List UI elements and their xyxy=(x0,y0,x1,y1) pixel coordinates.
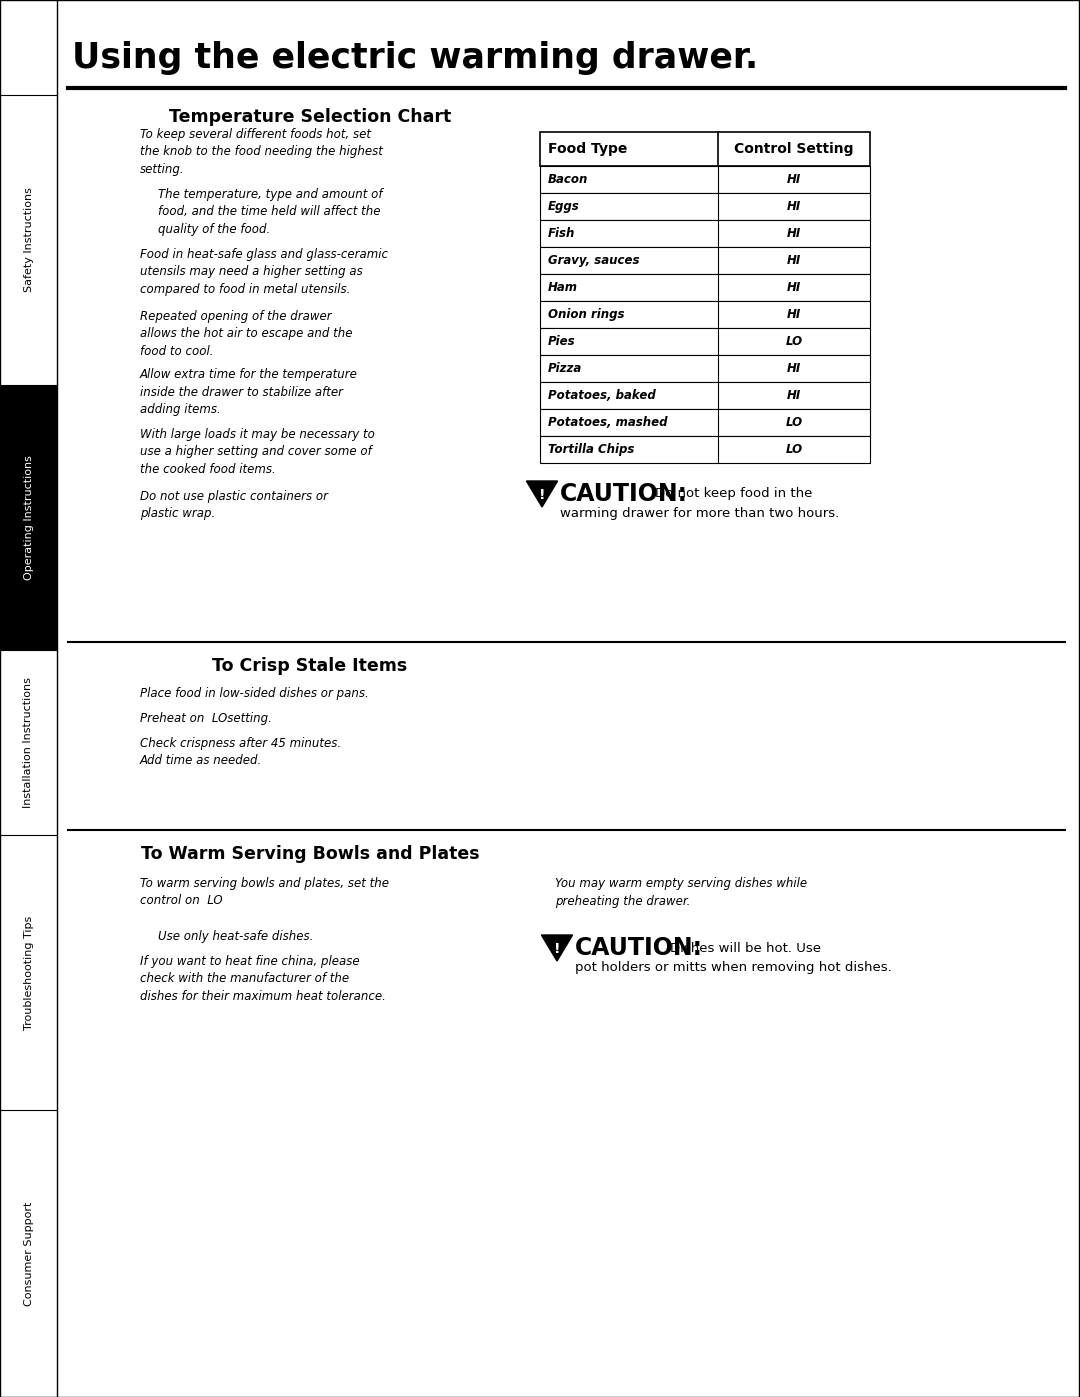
Bar xyxy=(540,355,870,381)
Text: pot holders or mitts when removing hot dishes.: pot holders or mitts when removing hot d… xyxy=(575,961,891,975)
Bar xyxy=(540,300,870,328)
Bar xyxy=(540,274,870,300)
Text: Preheat on  LOsetting.: Preheat on LOsetting. xyxy=(140,712,272,725)
Text: Place food in low-sided dishes or pans.: Place food in low-sided dishes or pans. xyxy=(140,687,368,700)
Bar xyxy=(540,193,870,219)
Text: To warm serving bowls and plates, set the
control on  LO: To warm serving bowls and plates, set th… xyxy=(140,877,389,908)
Text: To keep several different foods hot, set
the knob to the food needing the highes: To keep several different foods hot, set… xyxy=(140,129,383,176)
Text: If you want to heat fine china, please
check with the manufacturer of the
dishes: If you want to heat fine china, please c… xyxy=(140,956,386,1003)
Bar xyxy=(540,166,870,193)
Text: Ham: Ham xyxy=(548,281,578,293)
Text: Food Type: Food Type xyxy=(548,142,627,156)
Text: Control Setting: Control Setting xyxy=(734,142,854,156)
Text: You may warm empty serving dishes while
preheating the drawer.: You may warm empty serving dishes while … xyxy=(555,877,807,908)
Bar xyxy=(540,381,870,409)
Text: Do not use plastic containers or
plastic wrap.: Do not use plastic containers or plastic… xyxy=(140,490,328,521)
Bar xyxy=(540,131,870,166)
Bar xyxy=(0,1111,57,1397)
Text: Temperature Selection Chart: Temperature Selection Chart xyxy=(168,108,451,126)
Text: Using the electric warming drawer.: Using the electric warming drawer. xyxy=(72,41,758,75)
Text: Onion rings: Onion rings xyxy=(548,307,624,321)
Text: Fish: Fish xyxy=(548,226,576,240)
Text: HI: HI xyxy=(787,254,801,267)
Bar xyxy=(0,835,57,1111)
Text: Safety Instructions: Safety Instructions xyxy=(24,187,33,292)
Text: Eggs: Eggs xyxy=(548,200,580,212)
Text: Pies: Pies xyxy=(548,335,576,348)
Bar xyxy=(540,219,870,247)
Text: Allow extra time for the temperature
inside the drawer to stabilize after
adding: Allow extra time for the temperature ins… xyxy=(140,367,357,416)
Text: Repeated opening of the drawer
allows the hot air to escape and the
food to cool: Repeated opening of the drawer allows th… xyxy=(140,310,352,358)
Text: LO: LO xyxy=(785,443,802,455)
Text: LO: LO xyxy=(785,416,802,429)
Text: With large loads it may be necessary to
use a higher setting and cover some of
t: With large loads it may be necessary to … xyxy=(140,427,375,476)
Text: Potatoes, baked: Potatoes, baked xyxy=(548,388,656,402)
Text: Do not keep food in the: Do not keep food in the xyxy=(654,488,812,500)
Text: Operating Instructions: Operating Instructions xyxy=(24,455,33,580)
Text: Use only heat-safe dishes.: Use only heat-safe dishes. xyxy=(158,930,313,943)
Text: Gravy, sauces: Gravy, sauces xyxy=(548,254,639,267)
Bar xyxy=(0,95,57,386)
Bar xyxy=(0,650,57,835)
Text: Pizza: Pizza xyxy=(548,362,582,374)
Text: Potatoes, mashed: Potatoes, mashed xyxy=(548,416,667,429)
Text: Installation Instructions: Installation Instructions xyxy=(24,678,33,807)
Text: To Warm Serving Bowls and Plates: To Warm Serving Bowls and Plates xyxy=(140,845,480,863)
Bar xyxy=(540,247,870,274)
Text: warming drawer for more than two hours.: warming drawer for more than two hours. xyxy=(559,507,839,521)
Text: !: ! xyxy=(554,943,561,957)
Text: The temperature, type and amount of
food, and the time held will affect the
qual: The temperature, type and amount of food… xyxy=(158,189,382,236)
Text: CAUTION:: CAUTION: xyxy=(559,482,688,506)
Text: HI: HI xyxy=(787,362,801,374)
Text: Tortilla Chips: Tortilla Chips xyxy=(548,443,634,455)
Text: Check crispness after 45 minutes.
Add time as needed.: Check crispness after 45 minutes. Add ti… xyxy=(140,738,341,767)
Text: Bacon: Bacon xyxy=(548,173,589,186)
Text: To Crisp Stale Items: To Crisp Stale Items xyxy=(213,657,407,675)
Text: HI: HI xyxy=(787,200,801,212)
Text: HI: HI xyxy=(787,307,801,321)
Polygon shape xyxy=(526,481,557,507)
Text: HI: HI xyxy=(787,388,801,402)
Text: Consumer Support: Consumer Support xyxy=(24,1201,33,1306)
Text: Dishes will be hot. Use: Dishes will be hot. Use xyxy=(670,942,821,954)
Text: !: ! xyxy=(539,489,545,503)
Bar xyxy=(540,409,870,436)
Bar xyxy=(540,436,870,462)
Text: LO: LO xyxy=(785,335,802,348)
Bar xyxy=(540,328,870,355)
Polygon shape xyxy=(541,935,572,961)
Text: HI: HI xyxy=(787,281,801,293)
Text: HI: HI xyxy=(787,226,801,240)
Text: Troubleshooting Tips: Troubleshooting Tips xyxy=(24,915,33,1030)
Text: CAUTION:: CAUTION: xyxy=(575,936,703,960)
Bar xyxy=(0,386,57,650)
Text: HI: HI xyxy=(787,173,801,186)
Text: Food in heat-safe glass and glass-ceramic
utensils may need a higher setting as
: Food in heat-safe glass and glass-cerami… xyxy=(140,249,388,296)
